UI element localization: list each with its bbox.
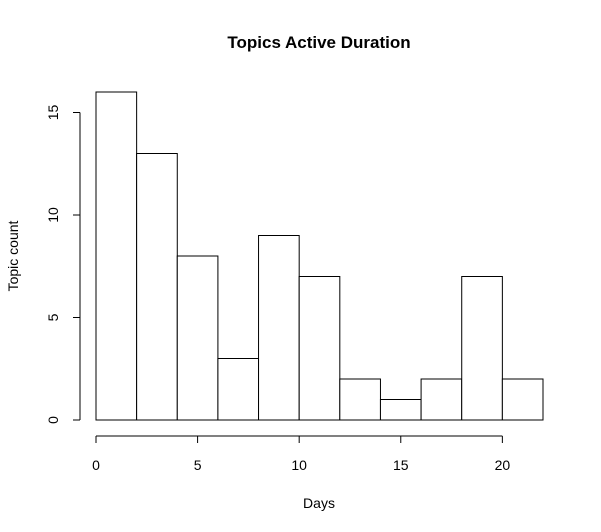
bars-group bbox=[95, 91, 544, 421]
histogram-bar-2 bbox=[136, 153, 178, 421]
y-tick-label-10: 10 bbox=[45, 207, 61, 223]
histogram-bar-10 bbox=[461, 276, 503, 421]
histogram-bar-1 bbox=[95, 91, 138, 421]
histogram-bar-8 bbox=[379, 399, 422, 421]
x-tick-label-10: 10 bbox=[291, 457, 307, 473]
y-axis: 0 5 10 15 bbox=[45, 105, 81, 424]
x-axis: 0 5 10 15 20 bbox=[92, 435, 511, 473]
histogram-bar-5 bbox=[258, 235, 300, 421]
histogram-bar-3 bbox=[176, 255, 219, 421]
histogram-bar-11 bbox=[501, 378, 544, 421]
x-tick-label-20: 20 bbox=[495, 457, 511, 473]
y-tick-label-5: 5 bbox=[45, 313, 61, 321]
x-tick-label-0: 0 bbox=[92, 457, 100, 473]
y-tick-label-15: 15 bbox=[45, 105, 61, 121]
x-tick-label-5: 5 bbox=[194, 457, 202, 473]
y-tick-label-0: 0 bbox=[45, 416, 61, 424]
x-axis-label: Days bbox=[303, 495, 335, 511]
y-axis-label: Topic count bbox=[5, 220, 21, 291]
histogram-bar-4 bbox=[217, 358, 260, 421]
histogram-bar-9 bbox=[420, 378, 463, 421]
x-tick-label-15: 15 bbox=[393, 457, 409, 473]
histogram-bar-6 bbox=[298, 276, 341, 421]
chart-title: Topics Active Duration bbox=[227, 33, 410, 52]
histogram-bar-7 bbox=[339, 378, 381, 421]
